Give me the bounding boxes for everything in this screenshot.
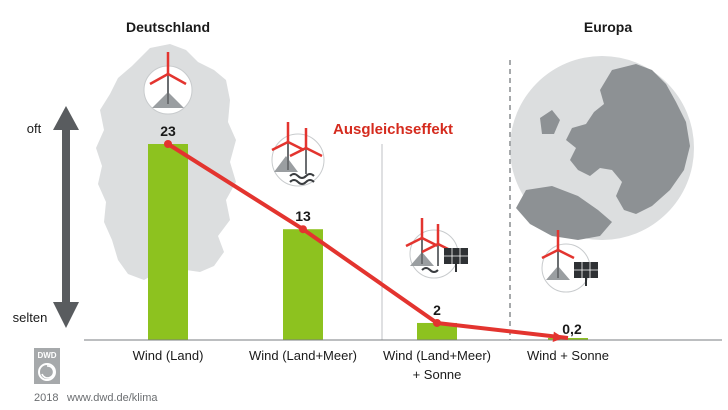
category-label-4: Wind + Sonne	[527, 348, 609, 363]
y-axis-bottom-label: selten	[13, 310, 48, 325]
bar-2	[283, 229, 323, 340]
y-axis-arrow	[53, 106, 79, 328]
footer-url[interactable]: www.dwd.de/klima	[66, 392, 158, 404]
category-label-1: Wind (Land)	[133, 348, 204, 363]
dwd-logo-text: DWD	[37, 351, 56, 360]
dwd-logo-icon: DWD	[34, 348, 60, 384]
trend-point-2	[299, 225, 307, 234]
solar-panel-icon	[444, 248, 468, 272]
category-label-3: Wind (Land+Meer)	[383, 348, 491, 363]
offshore-wind-icon	[271, 122, 325, 187]
wind-turbine-icon	[143, 52, 193, 115]
trend-arrowhead	[552, 331, 564, 342]
data-label-1: 23	[160, 123, 176, 139]
bar-3	[417, 322, 457, 340]
data-label-3: 2	[433, 302, 441, 318]
annotation-ausgleichseffekt: Ausgleichseffekt	[333, 121, 453, 138]
trend-point-3	[433, 318, 441, 327]
europe-globe-icon	[510, 56, 694, 240]
wind-solar-europe-icon	[541, 230, 598, 293]
bar-4	[548, 338, 588, 340]
category-label-2: Wind (Land+Meer)	[249, 348, 357, 363]
bar-1	[148, 144, 188, 340]
footer-year: 2018	[34, 392, 58, 404]
y-axis-top-label: oft	[27, 121, 42, 136]
region-label-germany: Deutschland	[126, 19, 210, 35]
trend-line	[166, 142, 569, 340]
data-label-4: 0,2	[562, 321, 582, 337]
category-label-3-line2: + Sonne	[413, 367, 462, 382]
trend-point-1	[164, 140, 172, 148]
wind-solar-icon	[405, 218, 468, 279]
data-label-2: 13	[295, 208, 311, 224]
region-label-europe: Europa	[584, 19, 632, 35]
